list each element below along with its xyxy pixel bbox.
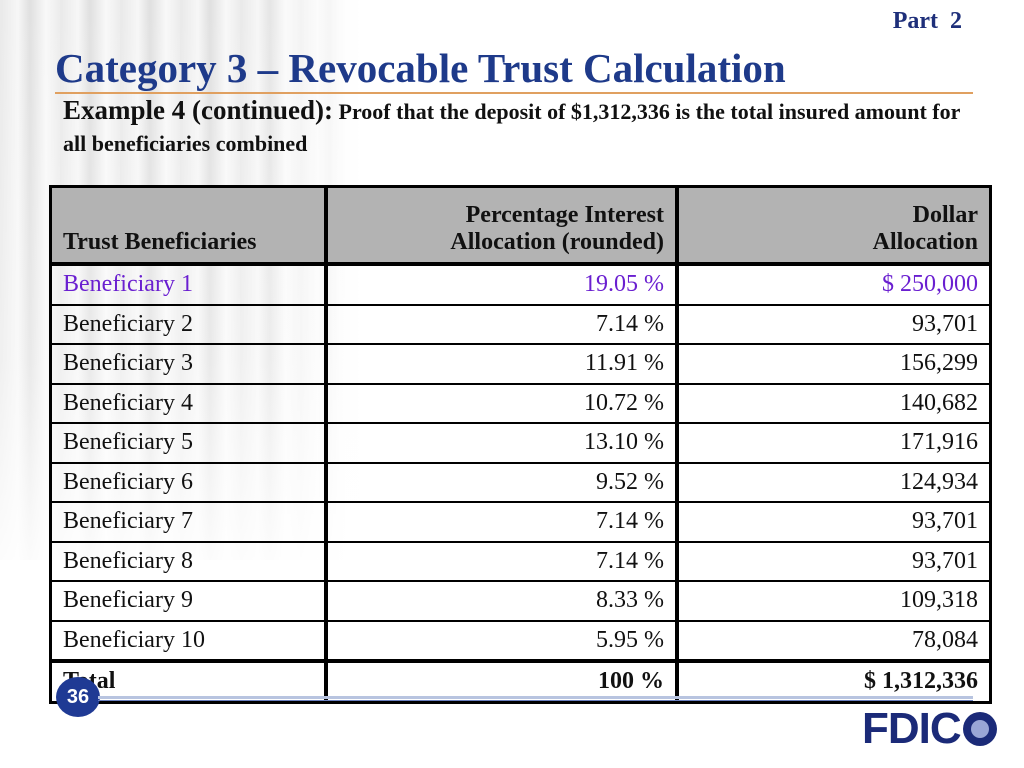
table-row: Beneficiary 9 8.33 % 109,318 — [49, 580, 992, 622]
beneficiary-amount: 124,934 — [676, 461, 992, 503]
table-total-row: Total 100 % $ 1,312,336 — [49, 659, 992, 703]
header-trust-beneficiaries: Trust Beneficiaries — [49, 185, 328, 266]
beneficiary-amount: $ 250,000 — [676, 263, 992, 306]
beneficiary-percent: 8.33 % — [325, 580, 679, 622]
beneficiary-name: Beneficiary 10 — [49, 619, 328, 662]
beneficiary-name: Beneficiary 6 — [49, 461, 328, 503]
table-header-row: Trust Beneficiaries Percentage Interest … — [49, 185, 992, 266]
slide-subtitle: Example 4 (continued): Proof that the de… — [63, 94, 983, 160]
slide-number-badge: 36 — [56, 677, 100, 717]
table-row: Beneficiary 7 7.14 % 93,701 — [49, 501, 992, 543]
table-row: Beneficiary 2 7.14 % 93,701 — [49, 303, 992, 345]
header-percentage-interest: Percentage Interest Allocation (rounded) — [325, 185, 679, 266]
beneficiary-percent: 19.05 % — [325, 263, 679, 306]
beneficiary-percent: 5.95 % — [325, 619, 679, 662]
beneficiary-amount: 93,701 — [676, 303, 992, 345]
header-dollar-line1: Dollar — [912, 202, 978, 228]
subtitle-lead: Example 4 (continued): — [63, 95, 333, 125]
beneficiary-amount: 156,299 — [676, 343, 992, 385]
footer-divider-thin — [98, 700, 973, 701]
beneficiary-amount: 78,084 — [676, 619, 992, 662]
table-row: Beneficiary 4 10.72 % 140,682 — [49, 382, 992, 424]
beneficiary-percent: 7.14 % — [325, 303, 679, 345]
header-percentage-line2: Allocation (rounded) — [450, 229, 664, 255]
beneficiary-amount: 93,701 — [676, 501, 992, 543]
beneficiary-percent: 10.72 % — [325, 382, 679, 424]
beneficiary-amount: 140,682 — [676, 382, 992, 424]
beneficiary-name: Beneficiary 9 — [49, 580, 328, 622]
fdic-seal-icon — [962, 712, 997, 746]
table-row: Beneficiary 3 11.91 % 156,299 — [49, 343, 992, 385]
header-dollar-line2: Allocation — [872, 229, 978, 255]
beneficiary-name: Beneficiary 1 — [49, 263, 328, 306]
fdic-logo: FDIC — [862, 704, 997, 753]
footer-divider — [98, 696, 973, 699]
part-label: Part 2 — [892, 8, 962, 34]
title-divider — [55, 92, 973, 94]
beneficiary-name: Beneficiary 7 — [49, 501, 328, 543]
beneficiary-amount: 109,318 — [676, 580, 992, 622]
table-row: Beneficiary 5 13.10 % 171,916 — [49, 422, 992, 464]
total-percent: 100 % — [325, 659, 679, 703]
beneficiary-percent: 9.52 % — [325, 461, 679, 503]
beneficiary-percent: 7.14 % — [325, 501, 679, 543]
table-row: Beneficiary 6 9.52 % 124,934 — [49, 461, 992, 503]
beneficiary-name: Beneficiary 2 — [49, 303, 328, 345]
header-percentage-line1: Percentage Interest — [465, 202, 664, 228]
beneficiary-allocation-table: Trust Beneficiaries Percentage Interest … — [49, 185, 992, 704]
beneficiary-percent: 13.10 % — [325, 422, 679, 464]
beneficiary-percent: 11.91 % — [325, 343, 679, 385]
beneficiary-name: Beneficiary 4 — [49, 382, 328, 424]
subtitle-rest: Proof that the deposit of $1,312,336 is … — [63, 99, 960, 156]
fdic-logo-text: FDIC — [862, 704, 962, 753]
beneficiary-amount: 171,916 — [676, 422, 992, 464]
beneficiary-percent: 7.14 % — [325, 540, 679, 582]
beneficiary-name: Beneficiary 3 — [49, 343, 328, 385]
header-dollar-allocation: Dollar Allocation — [676, 185, 992, 266]
table-row: Beneficiary 8 7.14 % 93,701 — [49, 540, 992, 582]
beneficiary-name: Beneficiary 5 — [49, 422, 328, 464]
slide-title: Category 3 – Revocable Trust Calculation — [55, 45, 786, 91]
table-row: Beneficiary 10 5.95 % 78,084 — [49, 619, 992, 662]
total-amount: $ 1,312,336 — [676, 659, 992, 703]
table-row: Beneficiary 1 19.05 % $ 250,000 — [49, 263, 992, 306]
beneficiary-amount: 93,701 — [676, 540, 992, 582]
beneficiary-name: Beneficiary 8 — [49, 540, 328, 582]
